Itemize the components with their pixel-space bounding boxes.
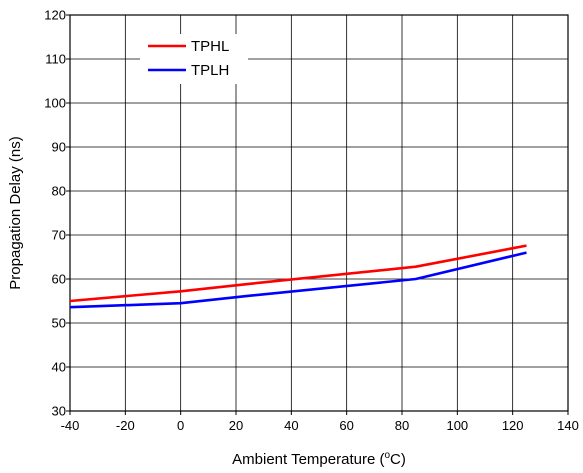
y-tick-labels: 30 40 50 60 70 80 90 100 110 120 xyxy=(44,8,66,419)
y-tick-label: 60 xyxy=(52,272,66,287)
x-tick-label: -40 xyxy=(61,418,80,433)
x-tick-label: 60 xyxy=(339,418,353,433)
y-tick-label: 100 xyxy=(44,96,66,111)
y-tick-label: 70 xyxy=(52,228,66,243)
y-tick-label: 50 xyxy=(52,316,66,331)
series-line-tphl xyxy=(69,244,527,303)
x-tick-label: 0 xyxy=(177,418,184,433)
series-line-tplh xyxy=(69,251,527,309)
x-tick-label: 120 xyxy=(502,418,524,433)
x-axis-title-suffix: C) xyxy=(390,451,406,468)
plot-frame xyxy=(69,14,569,412)
y-tick-label: 80 xyxy=(52,184,66,199)
x-tick-label: -20 xyxy=(116,418,135,433)
x-axis-title-main: Ambient Temperature ( xyxy=(232,451,384,468)
x-tick-label: 40 xyxy=(284,418,298,433)
legend-box xyxy=(140,34,248,84)
legend-label-tplh: TPLH xyxy=(191,62,229,79)
x-tick-label: 20 xyxy=(229,418,243,433)
y-tick-label: 30 xyxy=(52,404,66,419)
x-tick-label: 100 xyxy=(446,418,468,433)
x-axis-title: Ambient Temperature (oC) xyxy=(232,450,406,468)
legend: TPHL TPLH xyxy=(140,34,248,84)
y-tick-label: 40 xyxy=(52,360,66,375)
series-lines xyxy=(69,244,527,309)
y-tick-label: 90 xyxy=(52,140,66,155)
legend-label-tphl: TPHL xyxy=(191,38,229,55)
y-tick-label: 120 xyxy=(44,8,66,23)
x-tick-label: 140 xyxy=(557,418,579,433)
y-tick-label: 110 xyxy=(45,52,66,67)
y-axis-title: Propagation Delay (ns) xyxy=(7,136,24,289)
x-tick-label: 80 xyxy=(395,418,409,433)
x-tick-labels: -40 -20 0 20 40 60 80 100 120 140 xyxy=(61,418,579,433)
x-axis-title-superscript: o xyxy=(384,450,390,461)
